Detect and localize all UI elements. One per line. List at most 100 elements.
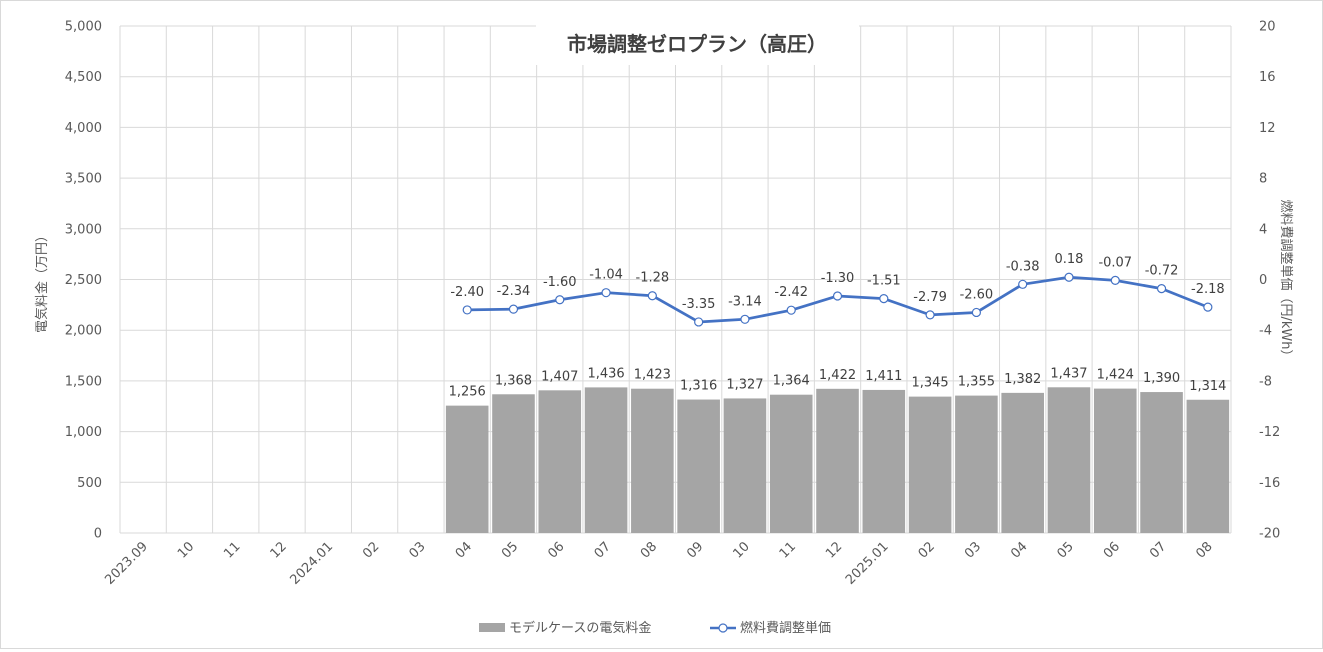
line-data-label: -1.60 — [543, 275, 577, 290]
line-series — [462, 272, 1213, 327]
left-tick-label: 3,000 — [65, 222, 102, 237]
left-tick-label: 5,000 — [65, 20, 102, 35]
bar — [1093, 388, 1137, 533]
line-point — [879, 294, 889, 304]
left-tick-label: 4,000 — [65, 121, 102, 136]
line-data-label: -0.38 — [1006, 259, 1040, 274]
bar-data-label: 1,436 — [587, 366, 624, 381]
x-tick-label: 11 — [221, 539, 243, 561]
right-tick-label: -16 — [1259, 476, 1280, 491]
line-data-label: -3.35 — [682, 297, 716, 312]
x-tick-label: 05 — [499, 539, 521, 561]
left-tick-label: 2,000 — [65, 324, 102, 339]
x-tick-label: 12 — [268, 539, 290, 561]
x-tick-label: 2025.01 — [843, 539, 892, 588]
bar-data-label: 1,423 — [634, 368, 671, 383]
bar-data-label: 1,422 — [819, 368, 856, 383]
grid-lines — [119, 25, 1232, 534]
bar-series — [445, 387, 1230, 533]
right-tick-label: -12 — [1259, 425, 1280, 440]
x-tick-label: 08 — [638, 539, 660, 561]
bar-data-label: 1,411 — [865, 369, 902, 384]
line-data-label: -2.34 — [497, 284, 531, 299]
x-tick-label: 04 — [1008, 539, 1030, 561]
x-tick-label: 07 — [592, 539, 614, 561]
x-tick-label: 12 — [823, 539, 845, 561]
legend-bar-swatch — [479, 623, 505, 632]
bar — [1140, 392, 1183, 533]
bar-data-label: 1,316 — [680, 379, 717, 394]
left-tick-label: 2,500 — [65, 273, 102, 288]
x-tick-label: 02 — [360, 539, 382, 561]
left-tick-label: 0 — [94, 527, 102, 542]
line-point — [508, 304, 519, 314]
line-data-label: -1.51 — [867, 274, 901, 289]
line-point — [601, 288, 611, 298]
line-point — [1203, 302, 1213, 312]
chart-title-background — [536, 25, 859, 65]
line-point — [1018, 279, 1028, 289]
bar — [677, 399, 720, 533]
line-data-label: -1.28 — [636, 271, 670, 286]
x-tick-label: 2024.01 — [288, 539, 337, 588]
line-point — [925, 310, 935, 320]
bar-data-label: 1,345 — [911, 376, 948, 391]
bar-data-label: 1,437 — [1050, 366, 1087, 381]
right-tick-label: 16 — [1259, 70, 1276, 85]
bar — [1001, 392, 1044, 533]
bar-data-label: 1,314 — [1189, 379, 1226, 394]
x-tick-label: 2023.09 — [102, 539, 151, 588]
line-point — [462, 305, 472, 315]
x-tick-label: 07 — [1147, 539, 1169, 561]
chart-title: 市場調整ゼロプラン（高圧） — [567, 32, 827, 56]
x-tick-label: 03 — [406, 539, 428, 561]
bar — [769, 394, 813, 533]
bar — [538, 390, 582, 533]
line-data-label: -2.40 — [450, 285, 484, 300]
line-data-label: -2.79 — [913, 290, 947, 305]
bar — [1047, 387, 1091, 533]
x-tick-label: 08 — [1193, 539, 1215, 561]
legend-bar-label: モデルケースの電気料金 — [509, 620, 651, 636]
right-tick-label: 4 — [1259, 222, 1267, 237]
line-data-label: -0.07 — [1098, 255, 1132, 270]
bar-data-label: 1,364 — [773, 374, 810, 389]
line-point — [647, 291, 657, 301]
x-tick-label: 02 — [916, 539, 938, 561]
bar-data-label: 1,355 — [958, 375, 995, 390]
bar-data-label: 1,390 — [1143, 371, 1180, 386]
right-tick-label: 20 — [1259, 20, 1276, 35]
right-axis-title: 燃料費調整単価（円/kWh） — [1278, 199, 1294, 362]
line-point — [786, 305, 796, 315]
left-tick-label: 3,500 — [65, 172, 102, 187]
bar — [1186, 399, 1230, 533]
line-point — [971, 307, 981, 318]
line-point — [1110, 275, 1120, 285]
right-tick-label: -20 — [1259, 527, 1280, 542]
x-tick-label: 03 — [962, 539, 984, 561]
bar — [816, 388, 859, 533]
x-tick-label: 10 — [730, 539, 752, 561]
legend-line-marker — [718, 623, 728, 633]
line-point — [1156, 284, 1167, 294]
bar — [723, 398, 767, 533]
bar — [862, 389, 906, 533]
left-tick-label: 500 — [77, 476, 102, 491]
bar — [584, 387, 628, 533]
right-tick-label: 8 — [1259, 172, 1267, 187]
bar — [445, 405, 489, 533]
x-tick-label: 05 — [1055, 539, 1077, 561]
line-point — [832, 291, 843, 301]
left-tick-label: 1,000 — [65, 425, 102, 440]
right-tick-label: 0 — [1259, 273, 1267, 288]
x-tick-label: 11 — [777, 539, 799, 561]
x-tick-label: 10 — [175, 539, 197, 561]
bar — [492, 394, 535, 533]
bar-data-label: 1,327 — [726, 377, 763, 392]
x-tick-label: 04 — [453, 539, 475, 561]
bar-data-label: 1,368 — [495, 373, 532, 388]
bar — [955, 395, 998, 533]
bar — [631, 388, 674, 533]
